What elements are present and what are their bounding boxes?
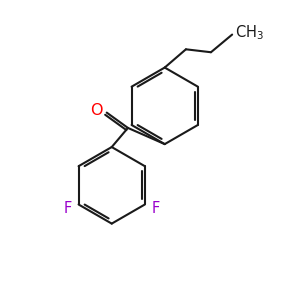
Text: O: O [90, 103, 102, 118]
Text: CH$_3$: CH$_3$ [235, 24, 263, 43]
Text: F: F [151, 200, 160, 215]
Text: F: F [64, 200, 72, 215]
